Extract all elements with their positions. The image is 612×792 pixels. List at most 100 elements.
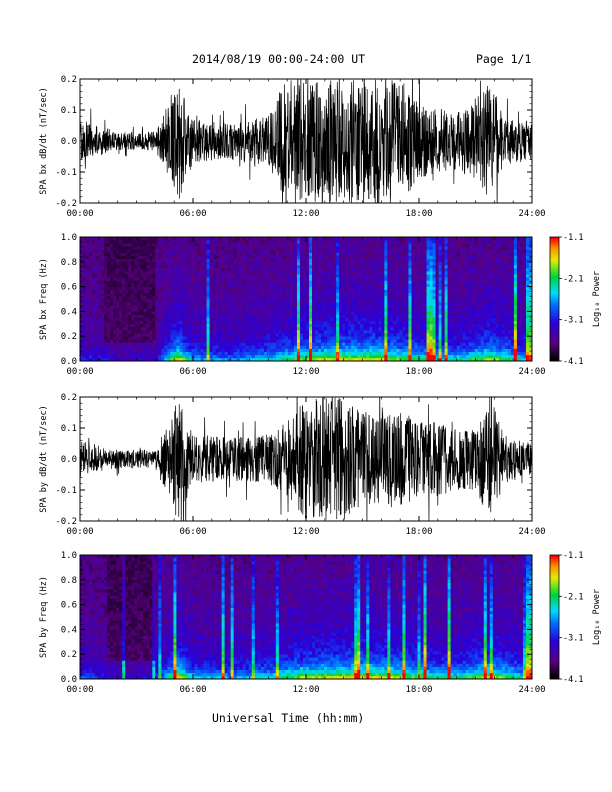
spectrogram-cell xyxy=(182,271,186,275)
spectrogram-cell xyxy=(215,351,219,356)
spectrogram-cell xyxy=(315,336,319,340)
spectrogram-cell xyxy=(113,277,117,281)
spectrogram-cell xyxy=(336,280,340,284)
spectrogram-cell xyxy=(363,249,367,253)
spectrogram-cell xyxy=(155,252,159,256)
spectrogram-cell xyxy=(194,330,198,334)
spectrogram-cell xyxy=(387,243,391,247)
spectrogram-cell xyxy=(104,302,108,306)
spectrogram-cell xyxy=(375,274,379,278)
spectrogram-cell xyxy=(296,274,301,278)
spectrogram-cell xyxy=(354,357,358,362)
spectrogram-cell xyxy=(324,320,328,325)
spectrogram-cell xyxy=(122,323,126,328)
spectrogram-cell xyxy=(375,308,379,312)
spectrogram-cell xyxy=(402,342,406,346)
spectrogram-cell xyxy=(110,308,114,312)
spectrogram-cell xyxy=(438,268,442,272)
spectrogram-cell xyxy=(299,274,304,278)
spectrogram-cell xyxy=(324,317,328,321)
spectrogram-cell xyxy=(333,348,337,352)
spectrogram-cell xyxy=(435,277,439,281)
spectrogram-cell xyxy=(324,286,328,290)
spectrogram-cell xyxy=(227,311,231,315)
spectrogram-cell xyxy=(197,342,201,346)
spectrogram-cell xyxy=(89,255,93,259)
spectrogram-cell xyxy=(239,268,244,272)
spectrogram-cell xyxy=(161,277,165,281)
spectrogram-cell xyxy=(134,264,138,269)
spectrogram-cell xyxy=(206,295,210,300)
spectrogram-cell xyxy=(363,302,367,306)
spectrogram-cell xyxy=(89,333,93,337)
spectrogram-cell xyxy=(435,302,439,306)
spectrogram-cell xyxy=(411,255,415,259)
spectrogram-cell xyxy=(402,292,406,297)
spectrogram-cell xyxy=(206,308,210,312)
spectrogram-cell xyxy=(345,246,349,250)
spectrogram-cell xyxy=(251,264,256,269)
spectrogram-cell xyxy=(200,249,204,253)
spectrogram-cell xyxy=(342,314,346,318)
spectrogram-cell xyxy=(330,292,334,297)
spectrogram-cell xyxy=(372,299,376,303)
spectrogram-cell xyxy=(318,264,322,269)
spectrogram-cell xyxy=(435,246,439,250)
spectrogram-cell xyxy=(354,271,358,275)
spectrogram-cell xyxy=(254,243,259,247)
spectrogram-cell xyxy=(408,243,412,247)
spectrogram-cell xyxy=(417,351,421,356)
spectrogram-cell xyxy=(143,345,147,349)
spectrogram-cell xyxy=(95,274,99,278)
spectrogram-cell xyxy=(179,274,183,278)
spectrogram-cell xyxy=(224,283,228,287)
spectrogram-cell xyxy=(360,240,364,244)
spectrogram-cell xyxy=(312,252,316,256)
spectrogram-cell xyxy=(281,302,286,306)
spectrogram-cell xyxy=(372,255,376,259)
spectrogram-cell xyxy=(426,348,430,352)
spectrogram-cell xyxy=(354,286,358,290)
spectrogram-cell xyxy=(158,289,162,294)
spectrogram-cell xyxy=(248,286,253,290)
spectrogram-cell xyxy=(414,323,418,328)
spectrogram-cell xyxy=(173,264,177,269)
spectrogram-cell xyxy=(200,299,204,303)
spectrogram-cell xyxy=(396,342,400,346)
spectrogram-cell xyxy=(206,258,210,263)
spectrogram-cell xyxy=(414,336,418,340)
spectrogram-cell xyxy=(119,305,123,309)
spectrogram-cell xyxy=(312,317,316,321)
spectrogram-cell xyxy=(423,305,427,309)
spectrogram-cell xyxy=(330,258,334,263)
spectrogram-cell xyxy=(122,305,126,309)
spectrogram-cell xyxy=(378,255,382,259)
spectrogram-cell xyxy=(209,330,213,334)
spectrogram-cell xyxy=(212,258,216,263)
spectrogram-cell xyxy=(134,246,138,250)
spectrogram-cell xyxy=(293,264,298,269)
spectrogram-cell xyxy=(173,342,177,346)
spectrogram-cell xyxy=(378,240,382,244)
spectrogram-cell xyxy=(423,308,427,312)
spectrogram-cell xyxy=(218,292,222,297)
spectrogram-cell xyxy=(242,330,247,334)
spectrogram-cell xyxy=(387,280,391,284)
spectrogram-cell xyxy=(357,246,361,250)
spectrogram-cell xyxy=(402,261,406,266)
spectrogram-cell xyxy=(200,354,204,359)
spectrogram-cell xyxy=(227,330,231,334)
spectrogram-cell xyxy=(257,311,262,315)
spectrogram-cell xyxy=(131,348,135,352)
spectrogram-cell xyxy=(200,268,204,272)
spectrogram-cell xyxy=(438,258,442,263)
spectrogram-cell xyxy=(140,249,144,253)
spectrogram-cell xyxy=(330,333,334,337)
spectrogram-cell xyxy=(218,320,222,325)
spectrogram-cell xyxy=(209,264,213,269)
spectrogram-cell xyxy=(113,320,117,325)
spectrogram-cell xyxy=(227,274,231,278)
spectrogram-cell xyxy=(275,348,280,352)
spectrogram-cell xyxy=(339,320,343,325)
spectrogram-cell xyxy=(260,330,265,334)
